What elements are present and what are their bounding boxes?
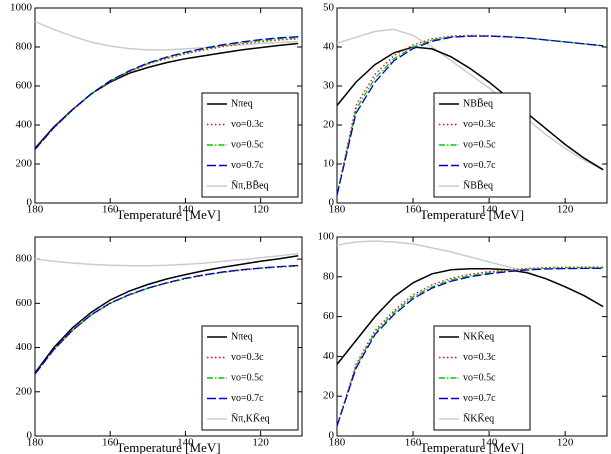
legend-label: N̄π,KK̄eq bbox=[231, 412, 270, 424]
legend-box bbox=[201, 325, 299, 431]
legend-box bbox=[433, 325, 531, 431]
series-line bbox=[34, 20, 299, 51]
series-line bbox=[336, 267, 604, 427]
y-tick-label: 80 bbox=[323, 270, 335, 282]
legend-label: Nπeq bbox=[231, 331, 253, 342]
legend-label: vo=0.7c bbox=[231, 160, 264, 171]
x-tick-label: 180 bbox=[329, 204, 346, 216]
y-tick-label: 600 bbox=[16, 80, 33, 92]
series-line bbox=[336, 268, 604, 365]
y-tick-label: 800 bbox=[16, 253, 33, 265]
legend-label: vo=0.3c bbox=[463, 119, 496, 130]
y-tick-label: 40 bbox=[323, 41, 335, 53]
x-tick-label: 180 bbox=[27, 437, 44, 449]
series-line bbox=[336, 28, 604, 171]
legend-label: NBB̄eq bbox=[463, 97, 493, 109]
y-tick-label: 0 bbox=[27, 430, 33, 442]
legend-label: vo=0.5c bbox=[231, 372, 264, 383]
legend-box bbox=[433, 92, 531, 198]
y-tick-label: 200 bbox=[16, 385, 33, 397]
series-line bbox=[34, 36, 299, 150]
x-tick-label: 160 bbox=[102, 204, 119, 216]
series-line bbox=[34, 264, 299, 375]
y-tick-label: 40 bbox=[323, 350, 335, 362]
y-tick-label: 400 bbox=[16, 341, 33, 353]
x-tick-label: 180 bbox=[27, 204, 44, 216]
y-tick-label: 60 bbox=[323, 310, 335, 322]
x-tick-label: 160 bbox=[102, 437, 119, 449]
legend-label: vo=0.5c bbox=[463, 372, 496, 383]
y-tick-label: 10 bbox=[323, 158, 335, 170]
legend-label: vo=0.7c bbox=[231, 393, 264, 404]
y-tick-label: 600 bbox=[16, 297, 33, 309]
x-tick-label: 120 bbox=[557, 204, 574, 216]
x-tick-label: 140 bbox=[177, 204, 194, 216]
series-line bbox=[336, 266, 604, 427]
x-tick-label: 120 bbox=[252, 437, 269, 449]
y-tick-label: 800 bbox=[16, 41, 33, 53]
y-tick-label: 400 bbox=[16, 119, 33, 131]
y-tick-label: 20 bbox=[323, 390, 335, 402]
legend-label: N̄BB̄eq bbox=[463, 179, 493, 191]
y-tick-label: 30 bbox=[323, 80, 335, 92]
x-tick-label: 160 bbox=[405, 204, 422, 216]
y-tick-label: 0 bbox=[27, 197, 33, 209]
x-tick-label: 120 bbox=[557, 437, 574, 449]
x-tick-label: 140 bbox=[481, 204, 498, 216]
x-tick-label: 120 bbox=[252, 204, 269, 216]
series-line bbox=[336, 34, 604, 196]
y-tick-label: 200 bbox=[16, 158, 33, 170]
series-line bbox=[34, 38, 299, 150]
legend-label: Nπeq bbox=[231, 98, 253, 109]
legend-label: N̄KK̄eq bbox=[463, 412, 494, 424]
plot-frame bbox=[34, 7, 303, 204]
legend-label: vo=0.3c bbox=[231, 352, 264, 363]
legend-label: vo=0.5c bbox=[463, 139, 496, 150]
x-tick-label: 180 bbox=[329, 437, 346, 449]
x-tick-label: 140 bbox=[177, 437, 194, 449]
legend-box bbox=[201, 92, 299, 198]
legend-label: vo=0.7c bbox=[463, 160, 496, 171]
x-tick-label: 140 bbox=[481, 437, 498, 449]
y-tick-label: 0 bbox=[329, 430, 335, 442]
y-tick-label: 1000 bbox=[10, 2, 33, 14]
series-line bbox=[336, 35, 604, 196]
plot-frame bbox=[34, 236, 303, 437]
series-line bbox=[34, 255, 299, 374]
y-tick-label: 0 bbox=[329, 197, 335, 209]
x-axis-title: Temperature [MeV] bbox=[420, 440, 524, 454]
y-tick-label: 20 bbox=[323, 119, 335, 131]
x-axis-title: Temperature [MeV] bbox=[116, 207, 220, 222]
x-axis-title: Temperature [MeV] bbox=[420, 207, 524, 222]
plot-frame bbox=[336, 236, 608, 437]
x-tick-label: 160 bbox=[405, 437, 422, 449]
series-line bbox=[34, 252, 299, 267]
x-axis-title: Temperature [MeV] bbox=[116, 440, 220, 454]
legend-label: vo=0.3c bbox=[231, 119, 264, 130]
legend-label: vo=0.7c bbox=[463, 393, 496, 404]
legend-label: N̄π,BB̄eq bbox=[231, 179, 269, 191]
legend-label: vo=0.5c bbox=[231, 139, 264, 150]
y-tick-label: 100 bbox=[318, 231, 335, 243]
y-tick-label: 50 bbox=[323, 2, 335, 14]
legend-label: vo=0.3c bbox=[463, 352, 496, 363]
series-line bbox=[336, 46, 604, 171]
legend-label: NKK̄eq bbox=[463, 330, 494, 342]
